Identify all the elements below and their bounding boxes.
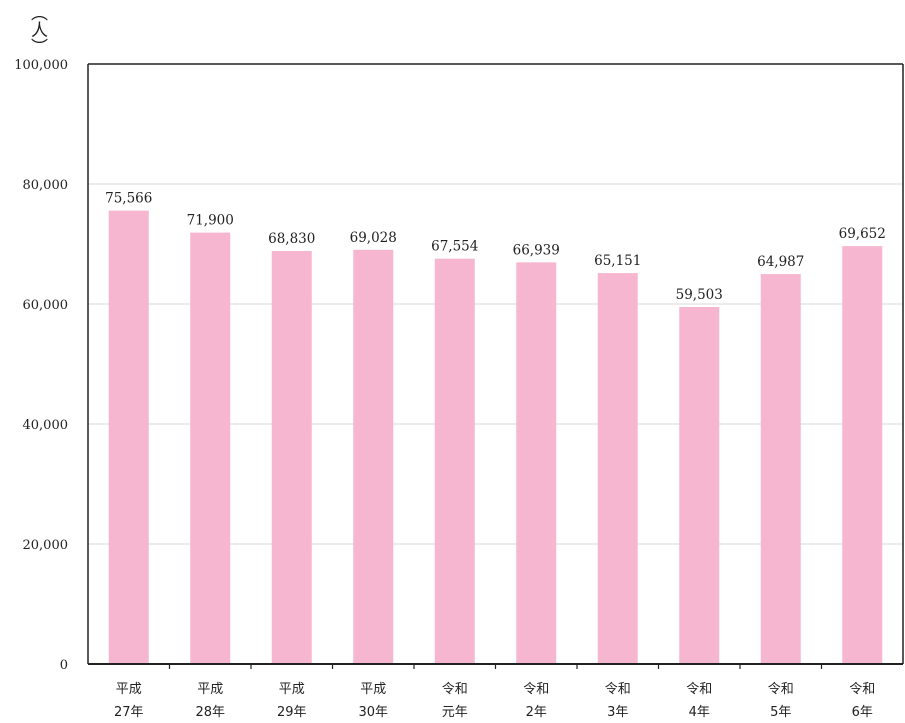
bar <box>842 246 883 664</box>
bar <box>597 273 638 664</box>
y-tick-label: 0 <box>60 658 68 673</box>
x-tick-label-era: 令和 <box>849 682 875 697</box>
x-tick-label-year: 元年 <box>442 705 468 720</box>
x-tick-label-era: 平成 <box>360 682 386 697</box>
data-label: 59,503 <box>676 287 723 303</box>
y-tick-label: 100,000 <box>14 58 68 73</box>
x-tick-label-era: 令和 <box>686 682 712 697</box>
data-label: 68,830 <box>268 231 315 247</box>
y-axis-unit-label: （人） <box>27 4 47 55</box>
data-label: 67,554 <box>431 239 478 255</box>
x-tick-label-year: 27年 <box>114 705 144 720</box>
bar <box>190 232 231 664</box>
y-tick-label: 60,000 <box>23 298 69 313</box>
y-tick-label: 40,000 <box>23 418 69 433</box>
data-label: 69,652 <box>839 226 886 242</box>
bar <box>434 258 475 664</box>
x-tick-label-year: 6年 <box>852 705 873 720</box>
bar <box>679 306 720 664</box>
x-tick-label-era: 令和 <box>442 682 468 697</box>
y-tick-label: 80,000 <box>23 178 69 193</box>
data-label: 71,900 <box>187 213 234 229</box>
x-tick-label-year: 28年 <box>195 705 225 720</box>
x-tick-label-era: 平成 <box>279 682 305 697</box>
x-tick-label-era: 令和 <box>605 682 631 697</box>
bar <box>271 251 312 664</box>
x-tick-label-year: 29年 <box>277 705 307 720</box>
x-tick-label-year: 4年 <box>689 705 710 720</box>
data-label: 75,566 <box>105 191 152 207</box>
bar <box>108 210 149 664</box>
x-tick-label-era: 令和 <box>523 682 549 697</box>
bar <box>353 249 394 664</box>
data-label: 65,151 <box>594 253 641 269</box>
bar <box>760 274 801 664</box>
x-tick-label-era: 平成 <box>116 682 142 697</box>
y-tick-label: 20,000 <box>23 538 69 553</box>
data-label: 64,987 <box>757 254 804 270</box>
x-tick-label-year: 30年 <box>358 705 388 720</box>
x-tick-label-year: 2年 <box>526 705 547 720</box>
bar <box>516 262 557 664</box>
data-label: 69,028 <box>350 230 397 246</box>
data-label: 66,939 <box>513 242 560 258</box>
x-tick-label-era: 令和 <box>768 682 794 697</box>
x-tick-label-year: 3年 <box>607 705 628 720</box>
x-tick-label-year: 5年 <box>770 705 791 720</box>
x-tick-label-era: 平成 <box>197 682 223 697</box>
